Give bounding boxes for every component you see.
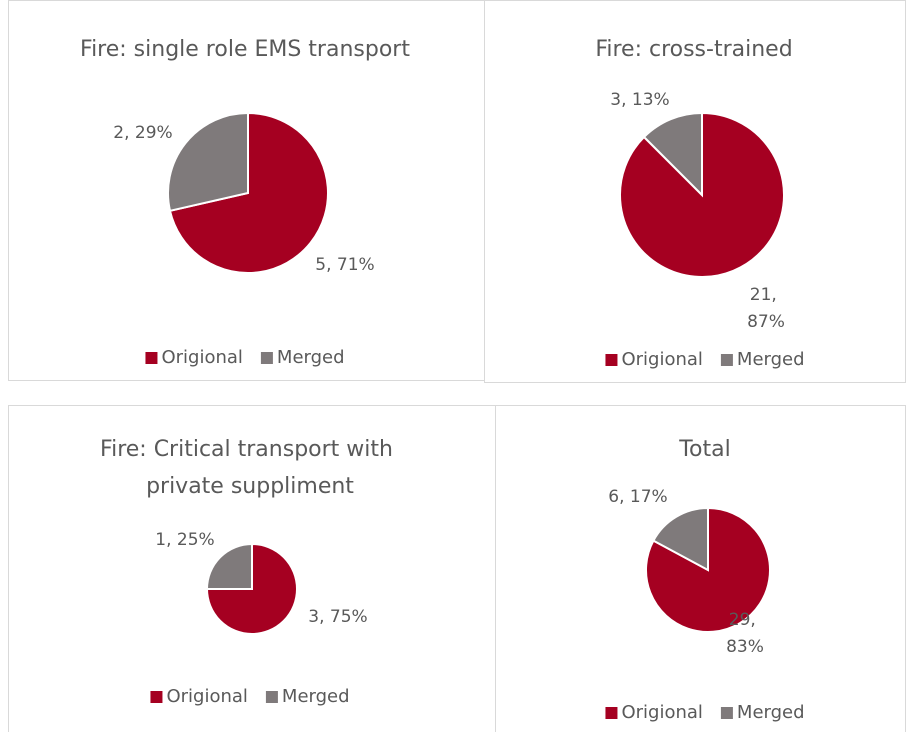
- legend-swatch: [605, 707, 618, 719]
- chart-title: Fire: single role EMS transport: [80, 37, 410, 62]
- data-label: 6, 17%: [608, 487, 667, 507]
- legend-swatch: [145, 352, 158, 364]
- legend-label: Origional: [621, 349, 702, 370]
- legend-swatch: [605, 354, 618, 366]
- legend-label: Merged: [277, 347, 345, 368]
- pie-slice: [642, 111, 703, 198]
- legend-label: Merged: [737, 702, 805, 723]
- data-label: 3, 75%: [308, 607, 367, 627]
- pie-slice: [205, 542, 253, 590]
- legend-label: Origional: [166, 686, 247, 707]
- pie-slice: [167, 111, 249, 212]
- legend: Origional Merged: [145, 347, 345, 368]
- data-label: 29, 83%: [726, 610, 764, 657]
- legend: Origional Merged: [150, 686, 350, 707]
- legend-label: Origional: [161, 347, 242, 368]
- pie-slice: [205, 542, 298, 635]
- legend-swatch: [265, 691, 278, 703]
- data-label: 3, 13%: [610, 90, 669, 110]
- data-label: 1, 25%: [155, 530, 214, 550]
- legend-swatch: [720, 354, 733, 366]
- legend: Origional Merged: [605, 702, 805, 723]
- pie-slice: [652, 506, 709, 572]
- data-label: 2, 29%: [113, 123, 172, 143]
- chart-title: Fire: cross-trained: [595, 37, 792, 62]
- chart-title: Fire: Critical transport with private su…: [100, 437, 400, 499]
- legend-label: Merged: [282, 686, 350, 707]
- legend-label: Merged: [737, 349, 805, 370]
- legend-label: Origional: [621, 702, 702, 723]
- data-label: 5, 71%: [315, 255, 374, 275]
- legend-swatch: [260, 352, 273, 364]
- legend: Origional Merged: [605, 349, 805, 370]
- chart-title: Total: [678, 437, 730, 462]
- legend-swatch: [720, 707, 733, 719]
- data-label: 21, 87%: [747, 285, 785, 332]
- legend-swatch: [150, 691, 163, 703]
